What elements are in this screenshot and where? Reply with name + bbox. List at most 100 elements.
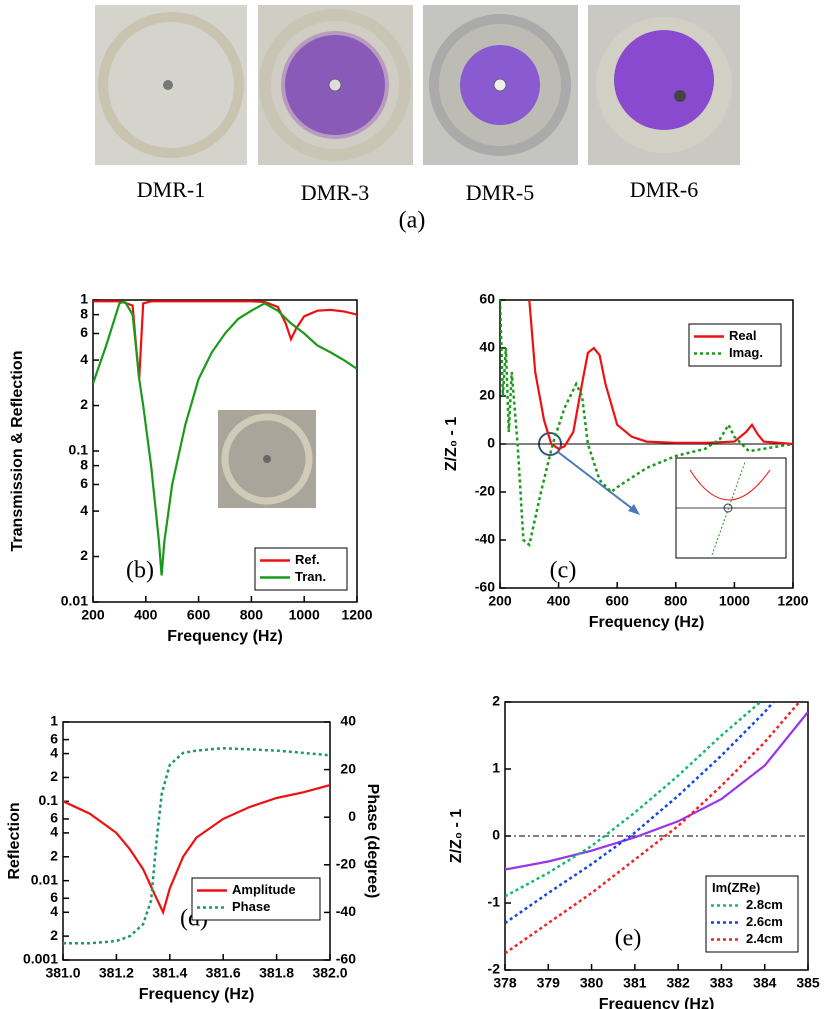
legend-label: Tran. [295, 569, 326, 584]
x-tick-label: 382.0 [312, 965, 347, 981]
x-tick-label: 381 [623, 975, 647, 991]
legend-label: 2.4cm [746, 931, 783, 946]
x-tick-label: 1200 [777, 593, 808, 609]
legend-title: Im(ZRe) [712, 880, 760, 895]
photo-center [328, 78, 342, 92]
x-tick-label: 383 [710, 975, 734, 991]
y-tick-label: 4 [50, 903, 58, 919]
y-tick-label: 0.1 [69, 442, 89, 458]
chart: 200 400 600 800 1000 12000.0124680.124681Freq… [9, 291, 373, 646]
x-tick-label: 381.4 [152, 965, 187, 981]
y2-tick-label: -40 [336, 903, 356, 919]
x-tick-label: 384 [753, 975, 777, 991]
y-tick-label: 6 [50, 730, 58, 746]
y2-axis-label: Phase (degree) [364, 784, 381, 899]
y-tick-label: 0 [492, 827, 500, 843]
chart: 378 379 380 381 382 383 384 385 -2 -1 0 1 2 Frequency… [448, 693, 820, 1009]
x-tick-label: 1000 [719, 593, 750, 609]
x-tick-label: 800 [240, 607, 264, 623]
zoom-inset [675, 457, 787, 559]
annotation-arrow [557, 451, 635, 511]
y-tick-label: 2 [50, 768, 58, 784]
legend-box [705, 875, 799, 953]
x-tick-label: 381.0 [45, 965, 80, 981]
photo-label: DMR-3 [301, 180, 369, 205]
photo-label: DMR-5 [466, 180, 534, 205]
y-tick-label: 4 [50, 824, 58, 840]
y-axis-label: Transmission & Reflection [9, 351, 26, 552]
x-tick-label: 379 [537, 975, 561, 991]
chart: 200 400 600 800 1000 1200 -60 -40 -20 0 20 40 60 Freq… [443, 291, 809, 632]
y-tick-label: -1 [488, 894, 501, 910]
y-tick-label: 6 [50, 810, 58, 826]
x-tick-label: 600 [606, 593, 630, 609]
x-tick-label: 1000 [289, 607, 320, 623]
x-tick-label: 380 [580, 975, 604, 991]
x-tick-label: 382 [666, 975, 690, 991]
y-tick-label: 2 [80, 547, 88, 563]
legend-label: 2.6cm [746, 914, 783, 929]
inset-circle [723, 503, 733, 513]
series-line [500, 300, 793, 548]
series-line [93, 300, 357, 576]
series-line [505, 702, 801, 955]
y-tick-label: 8 [80, 305, 88, 321]
x-tick-label: 400 [547, 593, 571, 609]
legend-label: Phase [232, 899, 270, 914]
x-axis-label: Frequency (Hz) [139, 986, 255, 1003]
y-tick-label: 20 [479, 387, 495, 403]
y-tick-label: 4 [80, 351, 88, 367]
x-tick-label: 381.6 [206, 965, 241, 981]
y-axis-label: Z/Z₀ - 1 [448, 809, 465, 863]
series-line [63, 746, 330, 945]
x-tick-label: 200 [488, 593, 512, 609]
caption: (a) [399, 208, 426, 234]
legend-label: Real [729, 328, 756, 343]
series-line [528, 300, 793, 451]
series-line [63, 784, 330, 916]
y-tick-label: 40 [479, 339, 495, 355]
annotation-arrowhead [628, 504, 640, 515]
y-tick-label: 0.1 [39, 792, 59, 808]
y2-tick-label: 0 [348, 808, 356, 824]
inset-photo [218, 410, 316, 508]
y-tick-label: 6 [80, 475, 88, 491]
x-tick-label: 385 [796, 975, 820, 991]
y-tick-label: 2 [50, 847, 58, 863]
x-axis-label: Frequency (Hz) [589, 614, 705, 631]
panel-label: (c) [550, 558, 577, 584]
legend-label: Amplitude [232, 882, 296, 897]
y-axis-label: Reflection [6, 802, 23, 879]
series-line [505, 702, 762, 898]
y-tick-label: 1 [492, 760, 500, 776]
photos [95, 5, 740, 165]
y-tick-label: 1 [80, 291, 88, 307]
y-axis-label: Z/Z₀ - 1 [443, 417, 460, 471]
y-tick-label: 2 [50, 927, 58, 943]
y-tick-label: -60 [475, 579, 495, 595]
x-tick-label: 378 [493, 975, 517, 991]
photo-ring [98, 12, 244, 158]
y-tick-label: 8 [80, 456, 88, 472]
y2-tick-label: 20 [340, 760, 356, 776]
x-tick-label: 800 [664, 593, 688, 609]
panel-label: (b) [126, 558, 154, 584]
photo-ring [259, 9, 411, 161]
x-tick-label: 1200 [341, 607, 372, 623]
y-tick-label: 6 [50, 889, 58, 905]
y-tick-label: 60 [479, 291, 495, 307]
legend-box [254, 547, 348, 591]
inset-real [689, 469, 771, 501]
y-tick-label: 6 [80, 324, 88, 340]
y-tick-label: 2 [492, 693, 500, 709]
y-tick-label: -20 [475, 483, 495, 499]
y-tick-label: 1 [50, 713, 58, 729]
photo-center [493, 78, 507, 92]
x-tick-label: 600 [187, 607, 211, 623]
legend-label: 2.8cm [746, 897, 783, 912]
series-line [505, 711, 808, 871]
legend-label: Imag. [729, 345, 763, 360]
legend-label: Ref. [295, 552, 320, 567]
y-tick-label: 0.01 [31, 871, 58, 887]
